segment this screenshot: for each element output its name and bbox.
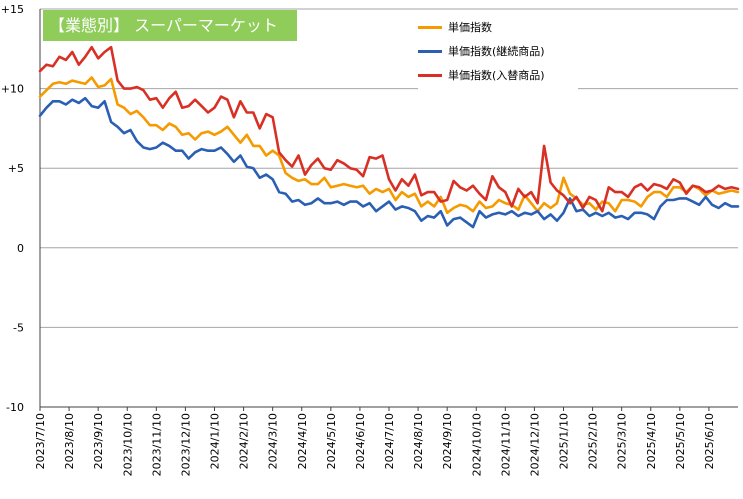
x-tick-label: 2024/5/10 [325,413,338,469]
legend-swatch-continuing [418,49,442,53]
y-tick-label: +5 [8,162,24,175]
y-tick-label: +10 [1,83,24,96]
x-tick-label: 2024/10/10 [470,413,483,476]
series-lines [38,45,740,229]
legend-swatch-replacement [418,73,442,77]
chart-title: 【業態別】 スーパーマーケット [43,10,297,41]
x-tick-label: 2023/10/10 [121,413,134,476]
x-tick-label: 2023/11/10 [150,413,163,476]
x-tick-label: 2025/2/10 [587,413,600,469]
x-tick-label: 2024/1/10 [209,413,222,469]
axes [39,9,738,411]
legend-label-replacement: 単価指数(入替商品) [448,69,545,82]
legend-label-unit-price: 単価指数 [448,21,492,34]
y-tick-labels: +15 +10 +5 0 -5 -10 [1,3,24,414]
x-tick-label: 2023/9/10 [92,413,105,469]
legend-item-unit-price: 単価指数 [418,17,492,37]
y-tick-label: +15 [1,3,24,16]
x-tick-label: 2024/8/10 [412,413,425,469]
legend-label-continuing: 単価指数(継続商品) [448,45,545,58]
y-tick-label: -5 [13,321,24,334]
x-tick-label: 2024/4/10 [296,413,309,469]
x-tick-label: 2025/1/10 [558,413,571,469]
x-tick-label: 2025/4/10 [645,413,658,469]
x-tick-label: 2023/7/10 [34,413,47,469]
series-line-0 [38,76,740,215]
legend-item-continuing: 単価指数(継続商品) [418,41,545,61]
x-tick-label: 2024/2/10 [238,413,251,469]
x-tick-label: 2025/5/10 [674,413,687,469]
x-tick-label: 2024/3/10 [267,413,280,469]
gridlines [40,8,738,328]
x-tick-label: 2025/6/10 [703,413,716,469]
x-tick-label: 2024/7/10 [383,413,396,469]
x-tick-labels: 2023/7/10 2023/8/10 2023/9/10 2023/10/10 202… [34,413,716,476]
x-tick-label: 2024/11/10 [499,413,512,476]
legend-item-replacement: 単価指数(入替商品) [418,65,545,85]
x-tick-label: 2023/8/10 [63,413,76,469]
x-tick-label: 2023/12/10 [179,413,192,476]
x-tick-label: 2024/12/10 [528,413,541,476]
x-tick-label: 2024/6/10 [354,413,367,469]
y-tick-label: -10 [6,401,24,414]
x-tick-label: 2025/3/10 [616,413,629,469]
x-tick-label: 2024/9/10 [441,413,454,469]
series-line-2 [38,45,740,213]
y-tick-label: 0 [17,242,24,255]
legend-swatch-unit-price [418,25,442,29]
series-line-1 [38,96,740,229]
legend: 単価指数 単価指数(継続商品) 単価指数(入替商品) [418,14,578,90]
